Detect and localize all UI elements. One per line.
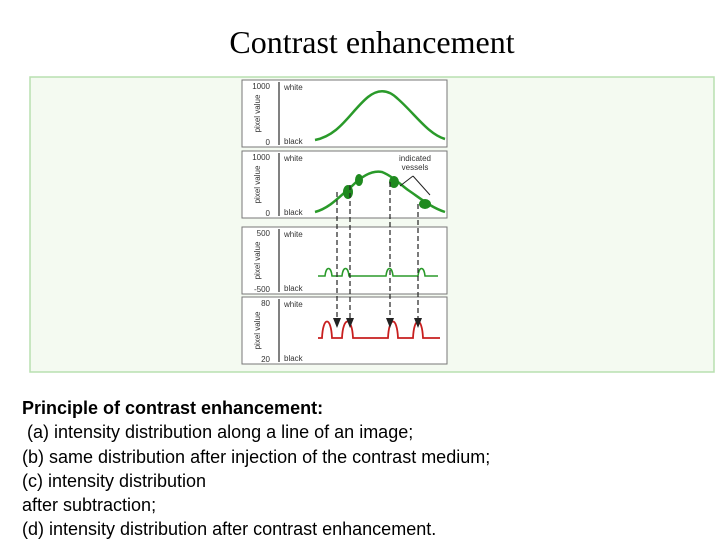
tick-label: 500 <box>257 229 271 238</box>
annotation: vessels <box>402 163 429 172</box>
caption-line: (c) intensity distribution <box>22 470 207 491</box>
level-label: black <box>284 208 304 217</box>
panel-frame <box>241 79 448 148</box>
level-label: black <box>284 284 304 293</box>
axis-label: pixel value <box>253 94 262 132</box>
curve <box>314 170 446 214</box>
vessel <box>419 199 431 209</box>
caption-heading: Principle of contrast enhancement: <box>22 398 324 418</box>
level-label: white <box>283 83 303 92</box>
tick-label: 1000 <box>252 153 270 162</box>
axis-label: pixel value <box>253 165 262 203</box>
tick-label: -500 <box>254 285 271 294</box>
level-label: black <box>284 354 304 363</box>
slide-title: Contrast enhancement <box>229 24 515 60</box>
figure: 1000 0 pixel value white black 1000 0 pixel val… <box>29 76 715 373</box>
curve <box>318 320 440 339</box>
caption-line: (a) intensity distribution along a line … <box>22 422 414 443</box>
vessel <box>343 185 353 199</box>
arrows <box>333 318 422 328</box>
guides <box>336 182 419 320</box>
vessel <box>389 176 399 188</box>
axis-label: pixel value <box>253 311 262 349</box>
tick-label: 0 <box>266 209 271 218</box>
caption-line: (d) intensity distribution after contras… <box>22 519 437 540</box>
panels: 1000 0 pixel value white black 1000 0 pixel val… <box>241 79 448 365</box>
level-label: white <box>283 154 303 163</box>
tick-label: 80 <box>261 299 270 308</box>
axis-label: pixel value <box>253 241 262 279</box>
caption-line: after subtraction; <box>22 495 157 516</box>
level-label: white <box>283 300 303 309</box>
annotation-arrow <box>399 175 431 196</box>
vessel <box>355 174 363 186</box>
tick-label: 0 <box>266 138 271 147</box>
panel-frame <box>241 296 448 365</box>
level-label: black <box>284 137 304 146</box>
tick-label: 1000 <box>252 82 270 91</box>
panel-frame <box>241 226 448 295</box>
annotation: indicated <box>399 154 431 163</box>
level-label: white <box>283 230 303 239</box>
curve <box>318 267 438 277</box>
curve <box>314 90 446 142</box>
tick-label: 20 <box>261 355 270 364</box>
panel-frame <box>241 150 448 219</box>
caption-line: (b) same distribution after injection of… <box>22 446 491 467</box>
caption: Principle of contrast enhancement: (a) i… <box>22 396 490 542</box>
